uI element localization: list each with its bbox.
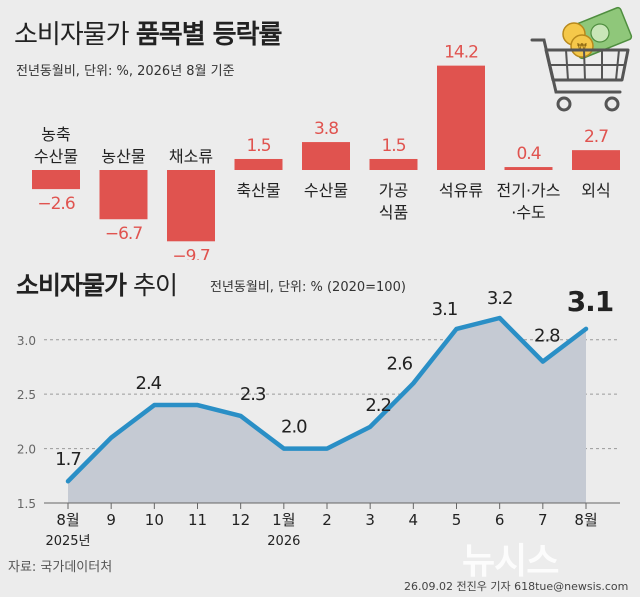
series-line bbox=[65, 315, 589, 484]
newsis-logo: 뉴시스 bbox=[462, 541, 559, 582]
bar-value-label: −9.7 bbox=[172, 246, 209, 260]
x-tick-label: 6 bbox=[495, 511, 505, 529]
point-value-label: 2.4 bbox=[136, 373, 162, 394]
x-tick-label: 4 bbox=[409, 511, 419, 529]
point-value-label: 1.7 bbox=[55, 449, 81, 470]
latest-value-label: 3.1 bbox=[567, 285, 614, 318]
x-tick-label: 10 bbox=[145, 511, 164, 529]
point-value-label: 3.2 bbox=[487, 288, 513, 309]
bar bbox=[437, 65, 485, 170]
area-fill bbox=[68, 318, 586, 503]
category-label: 농산물 bbox=[101, 147, 145, 166]
x-year-label: 2025년 bbox=[45, 534, 90, 549]
bar-value-label: 1.5 bbox=[381, 136, 405, 156]
x-year-label: 2026 bbox=[267, 534, 300, 549]
bar-value-label: −6.7 bbox=[105, 224, 142, 244]
x-tick-label: 1월 bbox=[272, 511, 295, 529]
bar bbox=[302, 142, 350, 170]
category-label: 채소류 bbox=[169, 147, 213, 166]
chart-title-line: 소비자물가 추이 bbox=[16, 266, 178, 302]
bar-value-label: 2.7 bbox=[584, 127, 608, 147]
category-label: 가공 bbox=[379, 181, 408, 200]
point-value-label: 2.2 bbox=[365, 395, 391, 416]
point-value-label: 3.1 bbox=[432, 299, 458, 320]
category-label: ·수도 bbox=[511, 203, 546, 222]
chart-subtitle-top: 전년동월비, 단위: %, 2026년 8월 기준 bbox=[16, 64, 235, 79]
category-label: 식품 bbox=[379, 203, 408, 222]
x-tick-label: 3 bbox=[365, 511, 375, 529]
y-tick-label: 3.0 bbox=[17, 334, 36, 348]
x-tick-label: 8월 bbox=[574, 511, 597, 529]
bar bbox=[369, 158, 418, 170]
point-value-label: 2.0 bbox=[281, 417, 307, 438]
x-tick-label: 12 bbox=[231, 511, 250, 529]
title-bold: 소비자물가 bbox=[16, 271, 127, 300]
category-label: 축산물 bbox=[236, 181, 280, 200]
bar-value-label: 14.2 bbox=[444, 43, 478, 63]
svg-text:₩: ₩ bbox=[577, 42, 587, 53]
y-tick-label: 1.5 bbox=[17, 497, 36, 511]
category-label: 수산물 bbox=[34, 147, 78, 166]
bar bbox=[32, 170, 80, 190]
point-value-label: 2.8 bbox=[534, 326, 560, 347]
bar bbox=[99, 170, 148, 220]
x-tick-label: 11 bbox=[188, 511, 207, 529]
y-tick-label: 2.5 bbox=[17, 388, 36, 402]
bar bbox=[167, 170, 215, 242]
y-tick-label: 2.0 bbox=[17, 443, 36, 457]
shopping-cart-icon: ₩ bbox=[528, 6, 636, 116]
cpi-trend-area-chart: 1.5 2.0 2.5 3.0 8월 2025년 9 10 11 12 1월 2026 2 3 4 5 6 7 8월… bbox=[17, 285, 620, 549]
x-tick-label: 2 bbox=[322, 511, 332, 529]
point-value-label: 2.3 bbox=[240, 384, 266, 405]
bar bbox=[572, 150, 620, 170]
source-note: 자료: 국가데이터처 bbox=[8, 560, 113, 575]
chart-title-top: 소비자물가 품목별 등락률 bbox=[14, 14, 283, 51]
category-label: 수산물 bbox=[304, 181, 348, 200]
x-tick-label: 9 bbox=[106, 511, 116, 529]
title-regular: 추이 bbox=[132, 271, 178, 300]
title-bold: 품목별 등락률 bbox=[135, 20, 283, 50]
bar bbox=[234, 158, 283, 170]
credit-line: 26.09.02 전진우 기자 618tue@newsis.com bbox=[404, 580, 629, 593]
category-label: 전기·가스 bbox=[497, 181, 561, 200]
category-label: 외식 bbox=[581, 181, 610, 200]
bar-value-label: 0.4 bbox=[516, 144, 540, 164]
bar-value-label: 3.8 bbox=[314, 119, 338, 139]
bar-value-label: 1.5 bbox=[246, 136, 270, 156]
bar-value-label: −2.6 bbox=[37, 194, 74, 214]
point-value-label: 2.6 bbox=[387, 353, 413, 374]
bar bbox=[504, 167, 553, 170]
x-tick-label: 5 bbox=[452, 511, 462, 529]
x-tick-label: 8월 bbox=[56, 511, 79, 529]
chart-subtitle-line: 전년동월비, 단위: % (2020=100) bbox=[210, 280, 406, 295]
x-tick-label: 7 bbox=[538, 511, 548, 529]
title-regular: 소비자물가 bbox=[14, 20, 130, 50]
category-label: 석유류 bbox=[439, 181, 483, 200]
category-label: 농축 bbox=[41, 125, 70, 144]
